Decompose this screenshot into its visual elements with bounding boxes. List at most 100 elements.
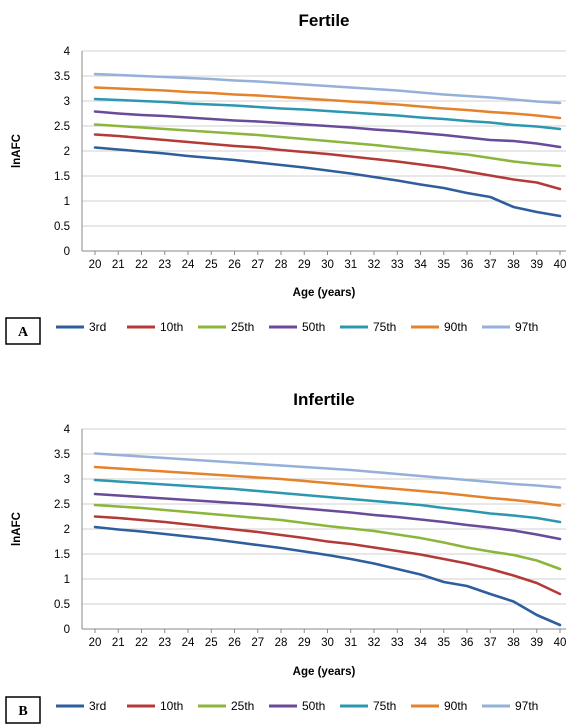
series-line-97th [93, 452, 562, 489]
x-tick-label: 34 [414, 637, 427, 649]
series-line-25th [93, 123, 562, 168]
x-tick-label: 34 [414, 259, 427, 271]
x-tick-label: 40 [554, 637, 567, 649]
x-tick-label: 37 [484, 259, 497, 271]
legend-label: 10th [160, 699, 183, 713]
chart-title: Fertile [298, 11, 349, 30]
y-tick-label: 1 [64, 574, 70, 586]
x-tick-label: 20 [89, 259, 102, 271]
y-tick-label: 3.5 [54, 449, 70, 461]
y-axis-label: lnAFC [11, 134, 23, 168]
series-line-90th [93, 465, 562, 507]
x-axis-label: Age (years) [293, 287, 356, 299]
series-line-50th [93, 492, 562, 541]
x-tick-label: 36 [461, 637, 474, 649]
x-tick-label: 32 [368, 259, 381, 271]
legend: 3rd 10th 25th 50th 75th 90th 97th [56, 320, 538, 334]
x-tick-label: 27 [251, 259, 264, 271]
x-tick-label: 39 [530, 259, 543, 271]
x-tick-label: 23 [158, 259, 171, 271]
legend-label: 25th [231, 699, 254, 713]
y-tick-label: 0.5 [54, 599, 70, 611]
legend-label: 75th [373, 699, 396, 713]
legend-label: 90th [444, 699, 467, 713]
y-tick-label: 0 [64, 246, 70, 258]
legend-label: 50th [302, 320, 325, 334]
series-line-97th [93, 72, 562, 105]
y-tick-label: 3 [64, 96, 70, 108]
legend-label: 10th [160, 320, 183, 334]
y-tick-label: 3.5 [54, 71, 70, 83]
legend-label: 50th [302, 699, 325, 713]
panel-label-box [5, 696, 41, 724]
x-tick-label: 25 [205, 259, 218, 271]
x-tick-label: 35 [437, 259, 450, 271]
x-tick-label: 39 [530, 637, 543, 649]
x-tick-label: 28 [275, 637, 288, 649]
x-tick-label: 27 [251, 637, 264, 649]
series-line-25th [93, 503, 562, 571]
y-tick-label: 2.5 [54, 499, 70, 511]
x-tick-label: 32 [368, 637, 381, 649]
y-tick-label: 4 [64, 424, 71, 436]
x-tick-label: 26 [228, 637, 241, 649]
x-tick-label: 24 [182, 637, 195, 649]
series-line-3rd [93, 146, 562, 218]
x-tick-label: 26 [228, 259, 241, 271]
y-tick-label: 0.5 [54, 221, 70, 233]
y-axis-label: lnAFC [11, 512, 23, 546]
legend-label: 97th [515, 699, 538, 713]
x-tick-label: 22 [135, 637, 148, 649]
x-tick-label: 20 [89, 637, 102, 649]
x-tick-label: 28 [275, 259, 288, 271]
x-tick-label: 36 [461, 259, 474, 271]
x-tick-label: 35 [437, 637, 450, 649]
legend-label: 3rd [89, 320, 106, 334]
series-line-3rd [93, 525, 562, 627]
series-line-10th [93, 515, 562, 596]
x-tick-label: 22 [135, 259, 148, 271]
y-tick-label: 2.5 [54, 121, 70, 133]
x-tick-label: 30 [321, 637, 334, 649]
series-line-10th [93, 133, 562, 191]
series-line-75th [93, 97, 562, 131]
x-tick-label: 37 [484, 637, 497, 649]
x-tick-label: 30 [321, 259, 334, 271]
x-tick-label: 33 [391, 637, 404, 649]
chart-panel-b: Infertile 0 0.5 1 1.5 2 2.5 3 3.5 4 20 21 22 23 24 25 26… [5, 390, 567, 724]
legend-label: 75th [373, 320, 396, 334]
x-tick-label: 21 [112, 259, 125, 271]
x-tick-label: 38 [507, 637, 520, 649]
series-line-90th [93, 86, 562, 120]
y-tick-label: 1.5 [54, 549, 70, 561]
chart-panel-a: Fertile 0 0.5 1 1.5 2 2.5 3 3.5 4 20 21 22 23 24 25 26 27… [5, 11, 567, 345]
legend-label: 97th [515, 320, 538, 334]
x-tick-label: 33 [391, 259, 404, 271]
legend: 3rd 10th 25th 50th 75th 90th 97th [56, 699, 538, 713]
legend-label: 90th [444, 320, 467, 334]
y-tick-label: 1.5 [54, 171, 70, 183]
x-tick-label: 38 [507, 259, 520, 271]
x-tick-label: 40 [554, 259, 567, 271]
y-tick-label: 2 [64, 146, 70, 158]
x-tick-label: 21 [112, 637, 125, 649]
y-tick-label: 0 [64, 624, 70, 636]
x-tick-label: 23 [158, 637, 171, 649]
x-tick-label: 31 [344, 259, 357, 271]
x-tick-label: 31 [344, 637, 357, 649]
panel-label: A [18, 325, 29, 340]
x-axis-label: Age (years) [293, 666, 356, 678]
x-tick-label: 25 [205, 637, 218, 649]
x-tick-label: 29 [298, 259, 311, 271]
y-tick-label: 4 [64, 46, 71, 58]
panel-label-box [5, 317, 41, 345]
y-tick-label: 2 [64, 524, 70, 536]
series-line-75th [93, 478, 562, 524]
y-tick-label: 1 [64, 196, 70, 208]
x-tick-label: 24 [182, 259, 195, 271]
chart-title: Infertile [293, 390, 354, 409]
panel-label: B [18, 704, 27, 719]
legend-label: 3rd [89, 699, 106, 713]
series-line-50th [93, 110, 562, 149]
